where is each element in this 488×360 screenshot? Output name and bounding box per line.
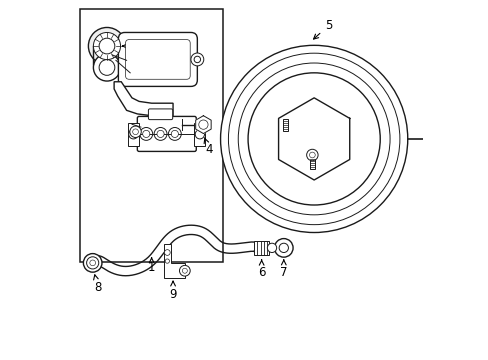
Circle shape bbox=[274, 239, 292, 257]
Circle shape bbox=[164, 249, 170, 255]
Circle shape bbox=[83, 253, 102, 272]
Circle shape bbox=[309, 152, 315, 158]
Circle shape bbox=[434, 134, 445, 144]
Circle shape bbox=[93, 54, 121, 81]
Circle shape bbox=[130, 126, 141, 138]
Bar bbox=[194, 123, 205, 146]
Bar bbox=[283, 119, 287, 131]
Circle shape bbox=[194, 56, 200, 63]
Text: 1: 1 bbox=[147, 258, 155, 274]
Circle shape bbox=[88, 27, 125, 64]
Text: 3: 3 bbox=[122, 40, 135, 53]
Bar bbox=[80, 9, 223, 262]
Circle shape bbox=[306, 149, 317, 161]
Circle shape bbox=[90, 260, 95, 266]
Bar bbox=[309, 158, 314, 169]
Circle shape bbox=[165, 259, 169, 263]
Circle shape bbox=[179, 265, 190, 276]
FancyBboxPatch shape bbox=[137, 116, 196, 152]
Polygon shape bbox=[195, 116, 211, 134]
FancyBboxPatch shape bbox=[148, 109, 172, 120]
Circle shape bbox=[132, 129, 138, 135]
Circle shape bbox=[168, 127, 181, 140]
Circle shape bbox=[220, 45, 407, 233]
Text: 7: 7 bbox=[280, 260, 287, 279]
Text: 9: 9 bbox=[169, 281, 177, 301]
Circle shape bbox=[182, 268, 187, 273]
Circle shape bbox=[99, 38, 115, 54]
Circle shape bbox=[195, 130, 204, 139]
Circle shape bbox=[238, 63, 389, 215]
Circle shape bbox=[86, 257, 99, 269]
Circle shape bbox=[247, 73, 380, 205]
Polygon shape bbox=[164, 244, 184, 278]
Text: 8: 8 bbox=[93, 275, 102, 294]
Text: 6: 6 bbox=[257, 260, 265, 279]
Circle shape bbox=[287, 112, 340, 166]
FancyBboxPatch shape bbox=[118, 32, 197, 86]
Bar bbox=[254, 241, 268, 255]
Polygon shape bbox=[278, 98, 349, 180]
Circle shape bbox=[157, 130, 164, 138]
Circle shape bbox=[198, 120, 207, 129]
Circle shape bbox=[190, 53, 203, 66]
Text: 5: 5 bbox=[313, 19, 331, 39]
Circle shape bbox=[154, 127, 166, 140]
Circle shape bbox=[142, 130, 149, 138]
Text: 2: 2 bbox=[164, 54, 178, 67]
Circle shape bbox=[267, 243, 276, 252]
Circle shape bbox=[171, 130, 178, 138]
Text: 4: 4 bbox=[203, 138, 212, 156]
Circle shape bbox=[128, 130, 138, 139]
Polygon shape bbox=[114, 82, 173, 116]
Circle shape bbox=[279, 243, 288, 252]
Circle shape bbox=[228, 53, 399, 225]
Bar bbox=[127, 123, 139, 146]
Circle shape bbox=[437, 137, 441, 141]
Circle shape bbox=[93, 32, 121, 60]
Circle shape bbox=[99, 60, 115, 75]
FancyBboxPatch shape bbox=[125, 40, 190, 79]
Circle shape bbox=[140, 127, 152, 140]
